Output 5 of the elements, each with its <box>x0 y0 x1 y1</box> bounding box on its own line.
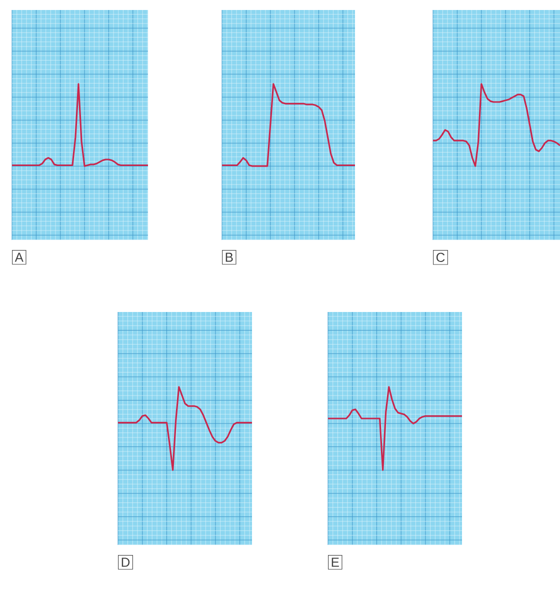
text: C <box>436 252 445 262</box>
text: D <box>122 558 130 567</box>
text: B <box>226 252 233 262</box>
text: E <box>332 558 339 567</box>
text: A <box>14 252 24 262</box>
